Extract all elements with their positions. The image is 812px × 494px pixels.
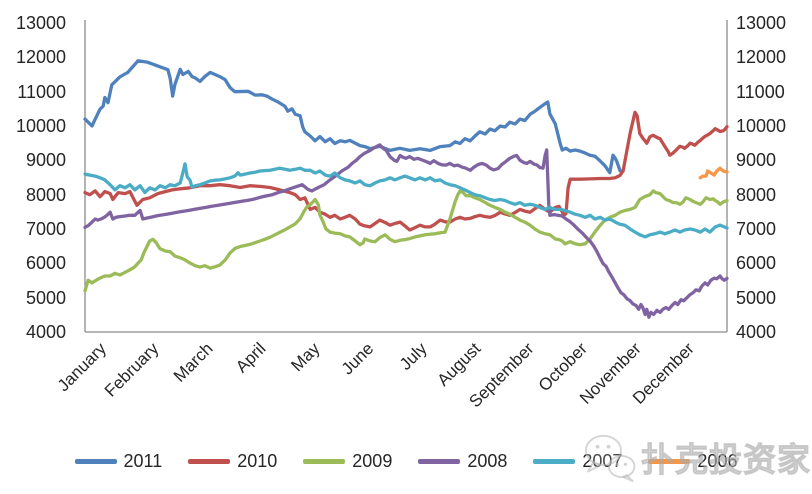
- y-axis-tick-label-left: 10000: [15, 116, 66, 136]
- y-axis-tick-label-right: 10000: [736, 116, 787, 136]
- series-line-2009: [83, 189, 729, 293]
- y-axis-tick-label-right: 5000: [736, 287, 777, 308]
- y-axis-tick-label-left: 5000: [25, 287, 66, 308]
- legend-label-2009: 2009: [352, 451, 393, 471]
- series-line-2008: [83, 143, 729, 319]
- y-axis-tick-label-right: 8000: [736, 184, 777, 205]
- series-line-2007: [83, 162, 729, 239]
- legend-swatch-2011: [74, 459, 117, 464]
- y-axis-tick-label-left: 11000: [17, 81, 66, 102]
- y-axis-tick-label-right: 4000: [736, 322, 777, 342]
- legend-item-2006: 2006: [648, 451, 737, 472]
- y-axis-tick-label-right: 12000: [736, 47, 787, 68]
- series-line-2010: [83, 110, 729, 232]
- legend-item-2011: 2011: [74, 451, 163, 472]
- y-axis-tick-label-left: 8000: [25, 184, 66, 205]
- legend-swatch-2007: [533, 459, 576, 464]
- chart-legend: 2011 2010 2009 2008 2007 2006: [0, 451, 812, 472]
- legend-item-2007: 2007: [533, 451, 622, 472]
- legend-swatch-2008: [418, 459, 461, 464]
- y-axis-tick-label-right: 13000: [736, 13, 787, 33]
- y-axis-tick-label-left: 9000: [25, 150, 66, 171]
- y-axis-tick-label-right: 11000: [736, 81, 785, 102]
- legend-item-2009: 2009: [303, 451, 392, 472]
- legend-swatch-2006: [648, 459, 691, 464]
- y-axis-tick-label-left: 6000: [25, 253, 66, 274]
- y-axis-tick-label-left: 4000: [25, 322, 66, 342]
- y-axis-tick-label-left: 7000: [25, 219, 66, 239]
- legend-swatch-2010: [188, 459, 231, 464]
- series-line-2011: [83, 59, 622, 175]
- legend-label-2011: 2011: [123, 451, 163, 471]
- legend-label-2008: 2008: [467, 451, 508, 471]
- legend-label-2010: 2010: [237, 451, 278, 471]
- legend-label-2006: 2006: [697, 451, 738, 471]
- legend-swatch-2009: [303, 459, 346, 464]
- y-axis-tick-label-left: 12000: [15, 47, 66, 68]
- legend-item-2010: 2010: [188, 451, 277, 472]
- y-axis-tick-label-right: 7000: [736, 219, 777, 239]
- y-axis-tick-label-right: 9000: [736, 150, 777, 171]
- y-axis-tick-label-right: 6000: [736, 253, 777, 274]
- legend-label-2007: 2007: [582, 451, 623, 471]
- y-axis-tick-label-left: 13000: [15, 13, 66, 33]
- legend-item-2008: 2008: [418, 451, 507, 472]
- series-line-2006: [698, 166, 729, 180]
